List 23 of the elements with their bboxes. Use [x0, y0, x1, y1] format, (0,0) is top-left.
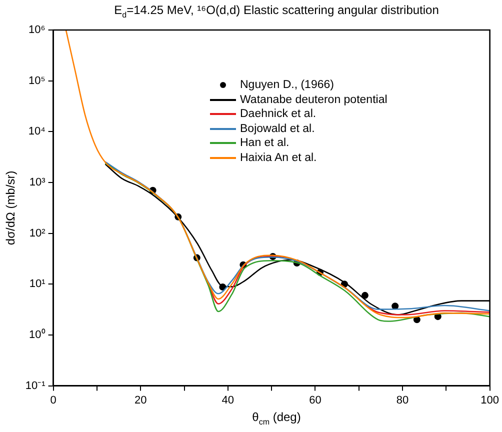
legend-label: Bojowald et al.: [240, 122, 315, 136]
x-tick-label: 60: [309, 394, 322, 406]
legend-label: Daehnick et al.: [240, 107, 316, 122]
x-tick-label: 0: [50, 394, 56, 406]
legend-label: Han et al.: [240, 136, 290, 150]
y-tick-label: 10³: [29, 176, 46, 189]
y-tick-label: 10⁵: [28, 74, 46, 87]
x-tick-label: 80: [396, 394, 409, 406]
x-axis-title: θ$_{cm}$ (deg): [251, 410, 302, 426]
y-axis-title: dσ/dΩ (mb/sr): [4, 170, 18, 246]
y-tick-label: 10¹: [29, 278, 46, 290]
y-tick-label: 10²: [29, 227, 46, 240]
x-tick-label: 100: [480, 394, 500, 406]
chart-title: E$_{d}$=14.25 MeV, ¹⁶O(d,d) Elastic scattering angular distribution: [113, 3, 440, 20]
x-tick-label: 40: [222, 394, 234, 406]
legend-label: Watanabe deuteron potential: [240, 92, 388, 107]
y-tick-label: 10⁰: [29, 328, 46, 342]
legend-label: Haixia An et al.: [240, 150, 317, 165]
y-tick-label: 10⁴: [28, 126, 46, 138]
y-tick-label: 10⁻¹: [25, 380, 46, 392]
y-tick-label: 10⁶: [28, 24, 46, 36]
x-tick-label: 20: [134, 394, 147, 406]
legend-label: Nguyen D., (1966): [240, 78, 334, 92]
